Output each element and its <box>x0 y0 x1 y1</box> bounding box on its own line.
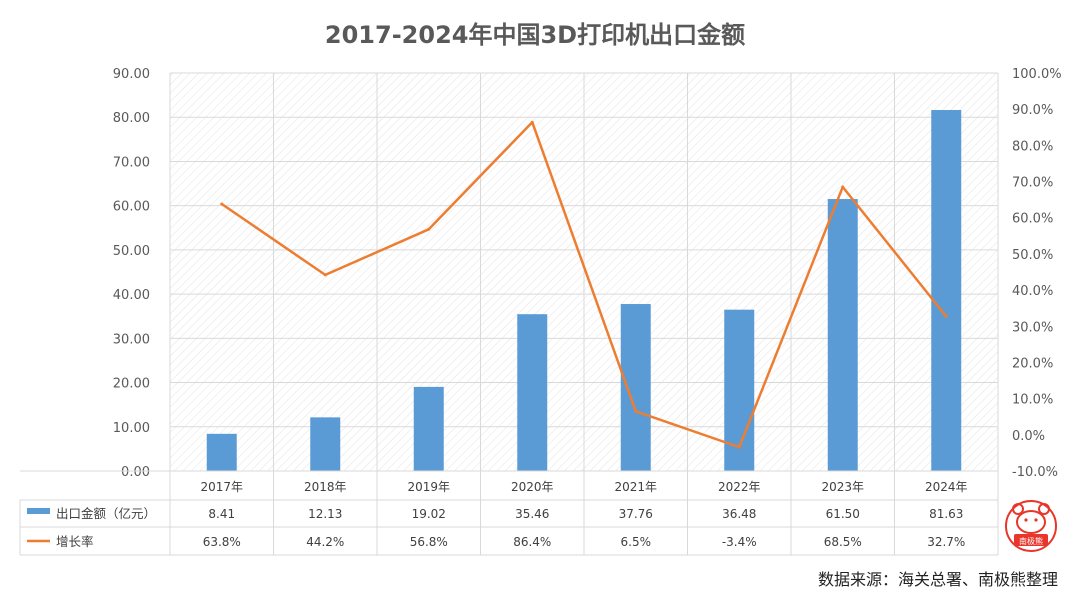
x-tick-label: 2017年 <box>200 480 243 494</box>
bar-data-label: 81.63 <box>929 507 963 521</box>
line-data-label: 44.2% <box>306 535 344 549</box>
bar <box>206 433 237 471</box>
left-tick-label: 30.00 <box>113 332 150 347</box>
logo-eye-right <box>1034 518 1038 522</box>
right-tick-label: 10.0% <box>1012 393 1053 408</box>
line-point <box>427 227 431 231</box>
line-series <box>220 120 948 449</box>
logo-text: 南极熊 <box>1019 536 1043 546</box>
line-data-label: 6.5% <box>621 535 652 549</box>
line-point <box>323 273 327 277</box>
line-data-label: 32.7% <box>927 535 965 549</box>
left-axis-ticks: 0.00 10.00 20.00 30.00 40.00 50.00 60.00 70.00 8… <box>113 67 150 480</box>
right-tick-label: 50.0% <box>1012 248 1053 263</box>
right-tick-label: -10.0% <box>1012 465 1058 480</box>
line-point <box>634 409 638 413</box>
left-tick-label: 50.00 <box>113 244 150 259</box>
bar-data-label: 37.76 <box>619 507 653 521</box>
x-tick-label: 2021年 <box>614 480 657 494</box>
left-tick-label: 20.00 <box>113 377 150 392</box>
legend-label-line: 增长率 <box>56 534 94 549</box>
x-tick-label: 2024年 <box>925 480 968 494</box>
line-data-label: 86.4% <box>513 535 551 549</box>
right-tick-label: 100.0% <box>1012 67 1062 82</box>
right-tick-label: 60.0% <box>1012 212 1053 227</box>
bar <box>310 417 341 471</box>
left-tick-label: 70.00 <box>113 155 150 170</box>
left-tick-label: 0.00 <box>121 465 150 480</box>
chart-title: 2017-2024年中国3D打印机出口金额 <box>325 21 745 49</box>
logo-eye-left <box>1024 518 1028 522</box>
bar <box>620 304 651 471</box>
left-tick-label: 60.00 <box>113 200 150 215</box>
legend-swatch-bar <box>27 508 50 514</box>
bar-data-label: 19.02 <box>412 507 446 521</box>
legend-label-bar: 出口金额（亿元） <box>56 506 156 521</box>
line-data-label: 68.5% <box>824 535 862 549</box>
x-tick-label: 2019年 <box>407 480 450 494</box>
x-tick-label: 2020年 <box>511 480 554 494</box>
growth-line <box>221 120 948 449</box>
logo-ear-right <box>1038 503 1050 515</box>
vertical-gridlines <box>169 73 999 555</box>
line-point <box>530 120 534 124</box>
right-tick-label: 20.0% <box>1012 356 1053 371</box>
right-tick-label: 40.0% <box>1012 284 1053 299</box>
left-tick-label: 40.00 <box>113 288 150 303</box>
x-tick-label: 2023年 <box>821 480 864 494</box>
left-tick-label: 80.00 <box>113 111 150 126</box>
right-tick-label: 90.0% <box>1012 103 1053 118</box>
line-point <box>220 202 224 206</box>
bar <box>517 314 548 471</box>
bar <box>931 110 962 471</box>
bear-logo: 南极熊 <box>1005 500 1057 552</box>
right-tick-label: 80.0% <box>1012 139 1053 154</box>
bar-data-label: 61.50 <box>826 507 860 521</box>
line-point <box>944 315 948 319</box>
bar <box>827 199 858 472</box>
line-point <box>737 445 741 449</box>
left-tick-label: 10.00 <box>113 421 150 436</box>
line-data-label: 56.8% <box>410 535 448 549</box>
source-note: 数据来源：海关总署、南极熊整理 <box>818 570 1058 589</box>
right-tick-label: 30.0% <box>1012 320 1053 335</box>
bar-data-label: 36.48 <box>722 507 756 521</box>
right-tick-label: 70.0% <box>1012 176 1053 191</box>
data-table: 2017年 8.41 63.8% 2018年 12.13 44.2% 2019年 19.02 5… <box>19 470 998 556</box>
right-tick-label: 0.0% <box>1012 429 1045 444</box>
bar-data-label: 12.13 <box>308 507 342 521</box>
right-axis-ticks: -10.0% 0.0% 10.0% 20.0% 30.0% 40.0% 50.0% 60.0%… <box>1012 67 1062 480</box>
line-data-label: -3.4% <box>722 535 757 549</box>
logo-banner <box>1014 534 1048 546</box>
x-tick-label: 2018年 <box>304 480 347 494</box>
logo-head <box>1016 510 1046 534</box>
logo-ear-left <box>1012 503 1024 515</box>
bar-data-label: 35.46 <box>515 507 549 521</box>
bar <box>413 386 444 471</box>
x-tick-label: 2022年 <box>718 480 761 494</box>
bar-data-label: 8.41 <box>208 507 235 521</box>
line-point <box>841 185 845 189</box>
left-tick-label: 90.00 <box>113 67 150 82</box>
line-data-label: 63.8% <box>203 535 241 549</box>
